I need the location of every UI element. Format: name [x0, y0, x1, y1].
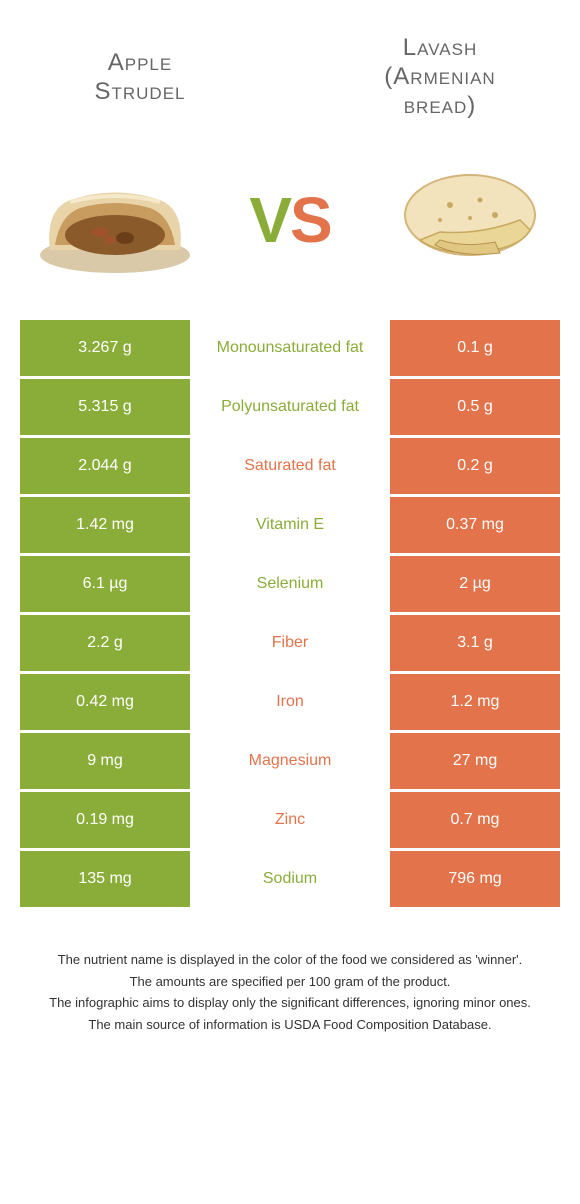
right-value: 0.1 g — [390, 320, 560, 376]
right-value: 2 µg — [390, 556, 560, 612]
header: Apple Strudel Lavash (Armenian bread) — [0, 0, 580, 140]
footer-line: The infographic aims to display only the… — [30, 993, 550, 1013]
title-text: Apple — [108, 49, 172, 76]
footer-notes: The nutrient name is displayed in the co… — [0, 910, 580, 1056]
right-value: 0.5 g — [390, 379, 560, 435]
left-value: 3.267 g — [20, 320, 190, 376]
table-row: 6.1 µgSelenium2 µg — [20, 556, 560, 612]
title-text: (Armenian — [384, 63, 495, 90]
images-row: VS — [0, 140, 580, 320]
nutrient-label: Polyunsaturated fat — [190, 379, 390, 435]
nutrients-table: 3.267 gMonounsaturated fat0.1 g5.315 gPo… — [0, 320, 580, 907]
left-food-title: Apple Strudel — [40, 49, 240, 107]
strudel-icon — [30, 160, 200, 280]
lavash-icon — [380, 160, 550, 280]
left-value: 5.315 g — [20, 379, 190, 435]
left-value: 2.2 g — [20, 615, 190, 671]
title-text: Lavash — [403, 34, 477, 61]
vs-label: VS — [249, 183, 330, 257]
footer-line: The amounts are specified per 100 gram o… — [30, 972, 550, 992]
title-text: Strudel — [94, 78, 185, 105]
left-value: 6.1 µg — [20, 556, 190, 612]
table-row: 1.42 mgVitamin E0.37 mg — [20, 497, 560, 553]
right-value: 0.37 mg — [390, 497, 560, 553]
left-value: 1.42 mg — [20, 497, 190, 553]
nutrient-label: Saturated fat — [190, 438, 390, 494]
left-value: 0.19 mg — [20, 792, 190, 848]
vs-v: V — [249, 183, 290, 257]
nutrient-label: Sodium — [190, 851, 390, 907]
table-row: 2.2 gFiber3.1 g — [20, 615, 560, 671]
right-value: 1.2 mg — [390, 674, 560, 730]
left-value: 135 mg — [20, 851, 190, 907]
table-row: 2.044 gSaturated fat0.2 g — [20, 438, 560, 494]
left-value: 0.42 mg — [20, 674, 190, 730]
nutrient-label: Selenium — [190, 556, 390, 612]
table-row: 135 mgSodium796 mg — [20, 851, 560, 907]
right-value: 3.1 g — [390, 615, 560, 671]
nutrient-label: Zinc — [190, 792, 390, 848]
title-text: bread) — [404, 92, 477, 119]
table-row: 3.267 gMonounsaturated fat0.1 g — [20, 320, 560, 376]
right-value: 0.7 mg — [390, 792, 560, 848]
nutrient-label: Fiber — [190, 615, 390, 671]
nutrient-label: Monounsaturated fat — [190, 320, 390, 376]
left-value: 9 mg — [20, 733, 190, 789]
left-value: 2.044 g — [20, 438, 190, 494]
right-value: 27 mg — [390, 733, 560, 789]
right-food-title: Lavash (Armenian bread) — [340, 34, 540, 120]
vs-s: S — [290, 183, 331, 257]
table-row: 0.19 mgZinc0.7 mg — [20, 792, 560, 848]
nutrient-label: Magnesium — [190, 733, 390, 789]
right-value: 0.2 g — [390, 438, 560, 494]
right-value: 796 mg — [390, 851, 560, 907]
footer-line: The nutrient name is displayed in the co… — [30, 950, 550, 970]
table-row: 5.315 gPolyunsaturated fat0.5 g — [20, 379, 560, 435]
table-row: 0.42 mgIron1.2 mg — [20, 674, 560, 730]
lavash-image — [380, 160, 550, 280]
footer-line: The main source of information is USDA F… — [30, 1015, 550, 1035]
nutrient-label: Vitamin E — [190, 497, 390, 553]
table-row: 9 mgMagnesium27 mg — [20, 733, 560, 789]
nutrient-label: Iron — [190, 674, 390, 730]
strudel-image — [30, 160, 200, 280]
